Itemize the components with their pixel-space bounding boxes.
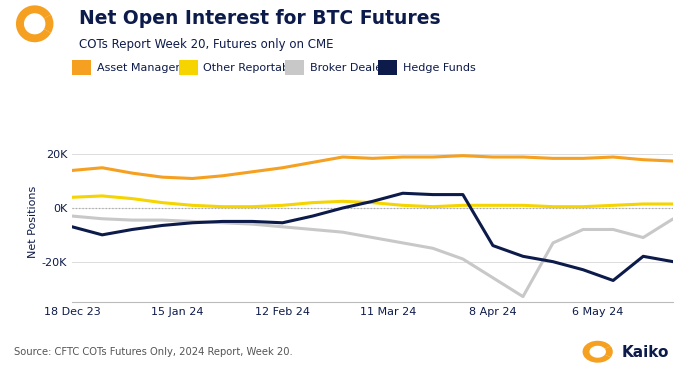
Wedge shape xyxy=(583,341,611,363)
Wedge shape xyxy=(44,15,54,33)
Wedge shape xyxy=(605,346,613,357)
Wedge shape xyxy=(16,5,51,42)
Text: COTs Report Week 20, Futures only on CME: COTs Report Week 20, Futures only on CME xyxy=(79,38,333,52)
Text: Broker Dealer: Broker Dealer xyxy=(310,63,387,73)
Text: Net Open Interest for BTC Futures: Net Open Interest for BTC Futures xyxy=(79,9,440,28)
Text: Source: CFTC COTs Futures Only, 2024 Report, Week 20.: Source: CFTC COTs Futures Only, 2024 Rep… xyxy=(14,347,293,357)
Y-axis label: Net Positions: Net Positions xyxy=(27,185,38,258)
Text: Hedge Funds: Hedge Funds xyxy=(403,63,475,73)
Text: Kaiko: Kaiko xyxy=(622,345,669,359)
Text: Other Reportable: Other Reportable xyxy=(203,63,300,73)
Text: Asset Managers: Asset Managers xyxy=(97,63,185,73)
